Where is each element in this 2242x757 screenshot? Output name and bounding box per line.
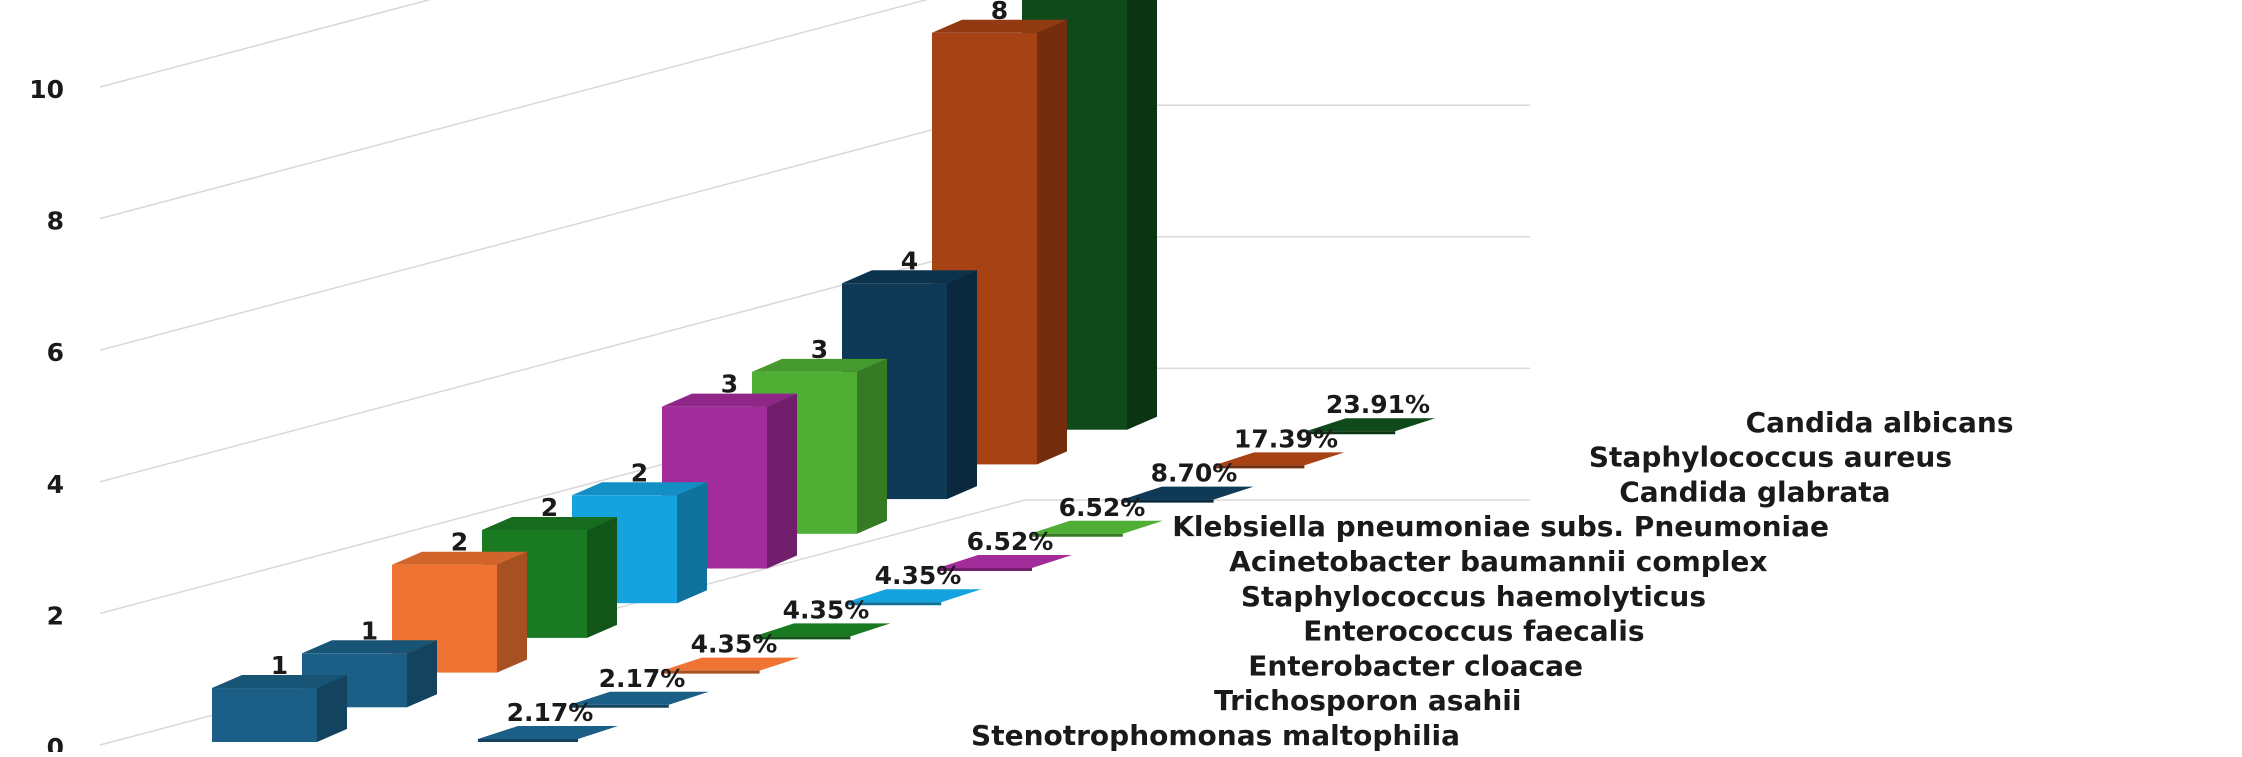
category-label: Klebsiella pneumoniae subs. Pneumoniae xyxy=(1172,510,1829,543)
bar-value-label: 1 xyxy=(271,651,288,680)
percent-value-label: 2.17% xyxy=(599,664,686,693)
y-tick-label: 2 xyxy=(47,601,64,630)
bar-top xyxy=(212,675,347,688)
bar-side xyxy=(677,482,707,604)
category-label: Enterococcus faecalis xyxy=(1303,615,1644,648)
gridline-diagonal xyxy=(99,0,929,220)
y-tick-label: 0 xyxy=(47,733,64,752)
percent-value-label: 6.52% xyxy=(967,527,1054,556)
category-label: Stenotrophomonas maltophilia xyxy=(971,719,1460,752)
percent-slab-edge xyxy=(938,568,1032,571)
bar-value-label: 2 xyxy=(541,493,558,522)
category-label: Candida glabrata xyxy=(1619,475,1890,508)
bar-top xyxy=(392,551,527,565)
y-tick-label: 4 xyxy=(47,470,64,499)
bar-value-label: 2 xyxy=(451,528,468,557)
percent-slab xyxy=(1030,520,1163,534)
percent-slab-edge xyxy=(1306,431,1396,435)
percent-value-label: 8.70% xyxy=(1151,459,1238,488)
bar-side xyxy=(587,517,617,638)
category-label: Acinetobacter baumannii complex xyxy=(1229,545,1767,578)
bar-value-label: 3 xyxy=(811,335,828,364)
category-label: Staphylococcus haemolyticus xyxy=(1241,580,1706,613)
percent-slab xyxy=(846,589,982,603)
percent-slab-edge xyxy=(1122,499,1214,503)
category-axis: Stenotrophomonas maltophiliaTrichosporon… xyxy=(971,406,2013,752)
bar-side xyxy=(497,551,527,673)
bar-value-label: 4 xyxy=(901,246,918,275)
percent-slab-4: 4.35% xyxy=(754,595,891,640)
percent-slab-2: 2.17% xyxy=(570,664,709,708)
percent-slab-5: 4.35% xyxy=(846,561,982,606)
percent-slab-edge xyxy=(570,704,669,708)
gridline-diagonal xyxy=(99,0,432,88)
bar-6: 3 xyxy=(662,370,797,569)
percent-slab-edge xyxy=(1030,533,1123,537)
percent-slab-edge xyxy=(846,602,942,606)
percent-value-label: 4.35% xyxy=(783,595,870,624)
bar-side xyxy=(767,393,797,569)
bar-side xyxy=(1037,19,1067,465)
bar-top xyxy=(572,482,707,496)
bar-front xyxy=(212,688,317,742)
percent-slab-edge xyxy=(662,670,760,674)
bar-top xyxy=(482,517,617,530)
percent-slab-10: 23.91% xyxy=(1306,390,1436,435)
percent-value-label: 17.39% xyxy=(1234,424,1338,453)
bar-9: 8 xyxy=(932,0,1067,465)
percent-slab-edge xyxy=(478,739,578,742)
count-series: 11843322211 xyxy=(212,0,1157,742)
bar-side xyxy=(407,640,437,708)
percent-series: 23.91%17.39%8.70%6.52%6.52%4.35%4.35%4.3… xyxy=(478,390,1436,742)
y-tick-label: 6 xyxy=(47,338,64,367)
percent-slab-9: 17.39% xyxy=(1214,424,1345,469)
percent-slab xyxy=(662,657,800,671)
category-label: Enterobacter cloacae xyxy=(1248,649,1583,682)
bar-side xyxy=(947,270,977,500)
percent-slab-1: 2.17% xyxy=(478,698,618,742)
percent-value-label: 2.17% xyxy=(507,698,594,727)
percent-slab xyxy=(570,691,709,705)
percent-slab-8: 8.70% xyxy=(1122,459,1254,503)
percent-value-label: 6.52% xyxy=(1059,493,1146,522)
category-label: Staphylococcus aureus xyxy=(1589,441,1952,474)
y-axis: 024681012 xyxy=(29,75,64,757)
percent-value-label: 23.91% xyxy=(1326,390,1430,419)
percent-value-label: 4.35% xyxy=(875,561,962,590)
bar-side xyxy=(857,358,887,534)
percent-slab xyxy=(1122,486,1254,500)
percent-slab-3: 4.35% xyxy=(662,630,800,674)
y-tick-label: 8 xyxy=(47,207,64,236)
bar-value-label: 1 xyxy=(361,616,378,645)
percent-slab xyxy=(938,555,1072,568)
gridline-diagonal xyxy=(99,104,1026,351)
percent-value-label: 4.35% xyxy=(691,630,778,659)
bar-top xyxy=(302,640,437,654)
bar-1: 1 xyxy=(212,651,347,742)
percent-slab-edge xyxy=(1214,465,1305,469)
category-label: Trichosporon asahii xyxy=(1214,684,1521,717)
y-tick-label: 10 xyxy=(29,75,64,104)
percent-slab xyxy=(1214,452,1345,466)
category-label: Candida albicans xyxy=(1746,406,2014,439)
bar-side xyxy=(1127,0,1157,430)
percent-slab-7: 6.52% xyxy=(1030,493,1163,537)
bar-side xyxy=(317,675,347,742)
bar-value-label: 8 xyxy=(991,0,1008,25)
bar-top xyxy=(932,19,1067,33)
bar-value-label: 3 xyxy=(721,370,738,399)
percent-slab-edge xyxy=(754,636,851,640)
bar-top xyxy=(752,358,887,372)
percent-slab-6: 6.52% xyxy=(938,527,1072,571)
bar-top xyxy=(662,393,797,407)
percent-slab xyxy=(478,726,618,739)
bar-value-label: 2 xyxy=(631,458,648,487)
percent-slab xyxy=(754,623,891,637)
bar-top xyxy=(842,270,977,284)
percent-slab xyxy=(1306,418,1436,432)
